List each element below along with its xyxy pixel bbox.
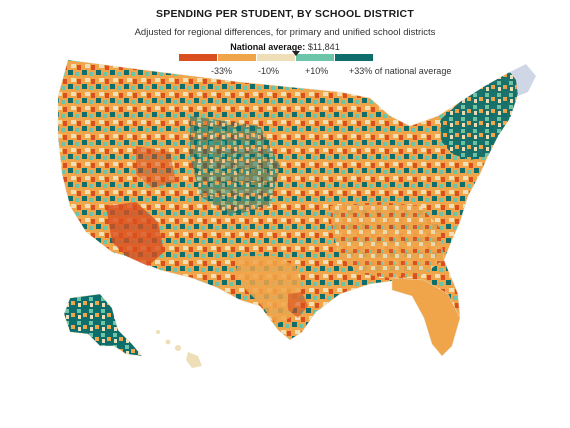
- national-average: National average: $11,841: [0, 42, 570, 52]
- alaska-shape: [63, 293, 143, 357]
- southwest-region: [106, 202, 164, 266]
- national-average-label: National average:: [230, 42, 306, 52]
- texas-region: [236, 256, 302, 324]
- legend-swatch-below: [218, 54, 256, 61]
- florida-region: [391, 277, 461, 357]
- color-legend: [179, 54, 374, 62]
- legend-tick-minus-10: -10%: [258, 66, 280, 76]
- southeast-region: [330, 202, 444, 278]
- legend-swatch-much-above: [335, 54, 373, 61]
- legend-ticks: -33% -10% +10% +33% of national average: [0, 66, 570, 80]
- legend-swatch-much-below: [179, 54, 217, 61]
- gulf-coast-region: [288, 292, 308, 318]
- national-average-value: $11,841: [307, 42, 340, 52]
- hawaii-shape: [156, 330, 202, 368]
- us-district-map: [57, 59, 536, 368]
- chart-title: SPENDING PER STUDENT, BY SCHOOL DISTRICT: [156, 8, 414, 20]
- legend-swatch-average: [257, 54, 295, 61]
- chart-subtitle: Adjusted for regional differences, for p…: [134, 27, 436, 38]
- maine-region: [510, 64, 536, 96]
- legend-swatch-above: [296, 54, 334, 61]
- legend-tick-minus-33: -33%: [211, 66, 233, 76]
- west-region: [136, 146, 176, 188]
- northeast-region: [440, 72, 522, 160]
- legend-tick-plus-33: +33% of national average: [349, 66, 452, 76]
- plains-region: [190, 116, 280, 216]
- national-average-marker: [292, 51, 300, 56]
- legend-tick-plus-10: +10%: [305, 66, 329, 76]
